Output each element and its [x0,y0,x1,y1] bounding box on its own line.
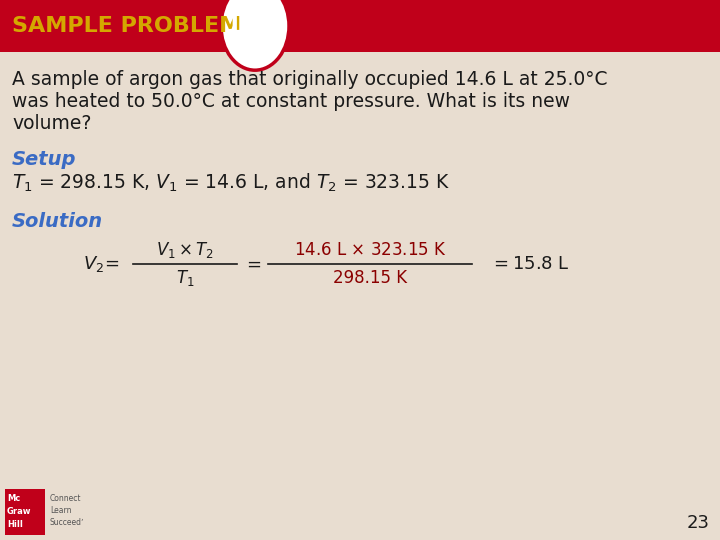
Ellipse shape [221,0,289,70]
Text: was heated to 50.0°C at constant pressure. What is its new: was heated to 50.0°C at constant pressur… [12,92,570,111]
Text: 10.3: 10.3 [226,14,284,38]
Text: Succeedʼ: Succeedʼ [50,518,84,527]
Text: SAMPLE PROBLEM: SAMPLE PROBLEM [12,16,241,36]
Text: volume?: volume? [12,114,91,133]
Text: Connect: Connect [50,494,81,503]
Text: Setup: Setup [12,150,76,169]
Text: Graw: Graw [7,507,32,516]
Text: Learn: Learn [50,506,71,515]
Text: Mc: Mc [7,494,20,503]
Text: $T_1$ = 298.15 K, $V_1$ = 14.6 L, and $T_2$ = 323.15 K: $T_1$ = 298.15 K, $V_1$ = 14.6 L, and $T… [12,172,450,194]
Text: $T_1$: $T_1$ [176,268,194,288]
Text: $=$: $=$ [243,255,261,273]
Text: $= 15.8$ L: $= 15.8$ L [490,255,570,273]
Text: 298.15 K: 298.15 K [333,269,407,287]
Text: A sample of argon gas that originally occupied 14.6 L at 25.0°C: A sample of argon gas that originally oc… [12,70,608,89]
FancyBboxPatch shape [5,489,45,535]
Text: 23: 23 [687,514,710,532]
Text: $V_1 \times T_2$: $V_1 \times T_2$ [156,240,214,260]
FancyBboxPatch shape [0,0,720,52]
Text: $V_2\! =$: $V_2\! =$ [84,254,120,274]
Text: 14.6 L $\times$ 323.15 K: 14.6 L $\times$ 323.15 K [294,241,446,259]
Text: Solution: Solution [12,212,103,231]
Text: Hill: Hill [7,520,23,529]
